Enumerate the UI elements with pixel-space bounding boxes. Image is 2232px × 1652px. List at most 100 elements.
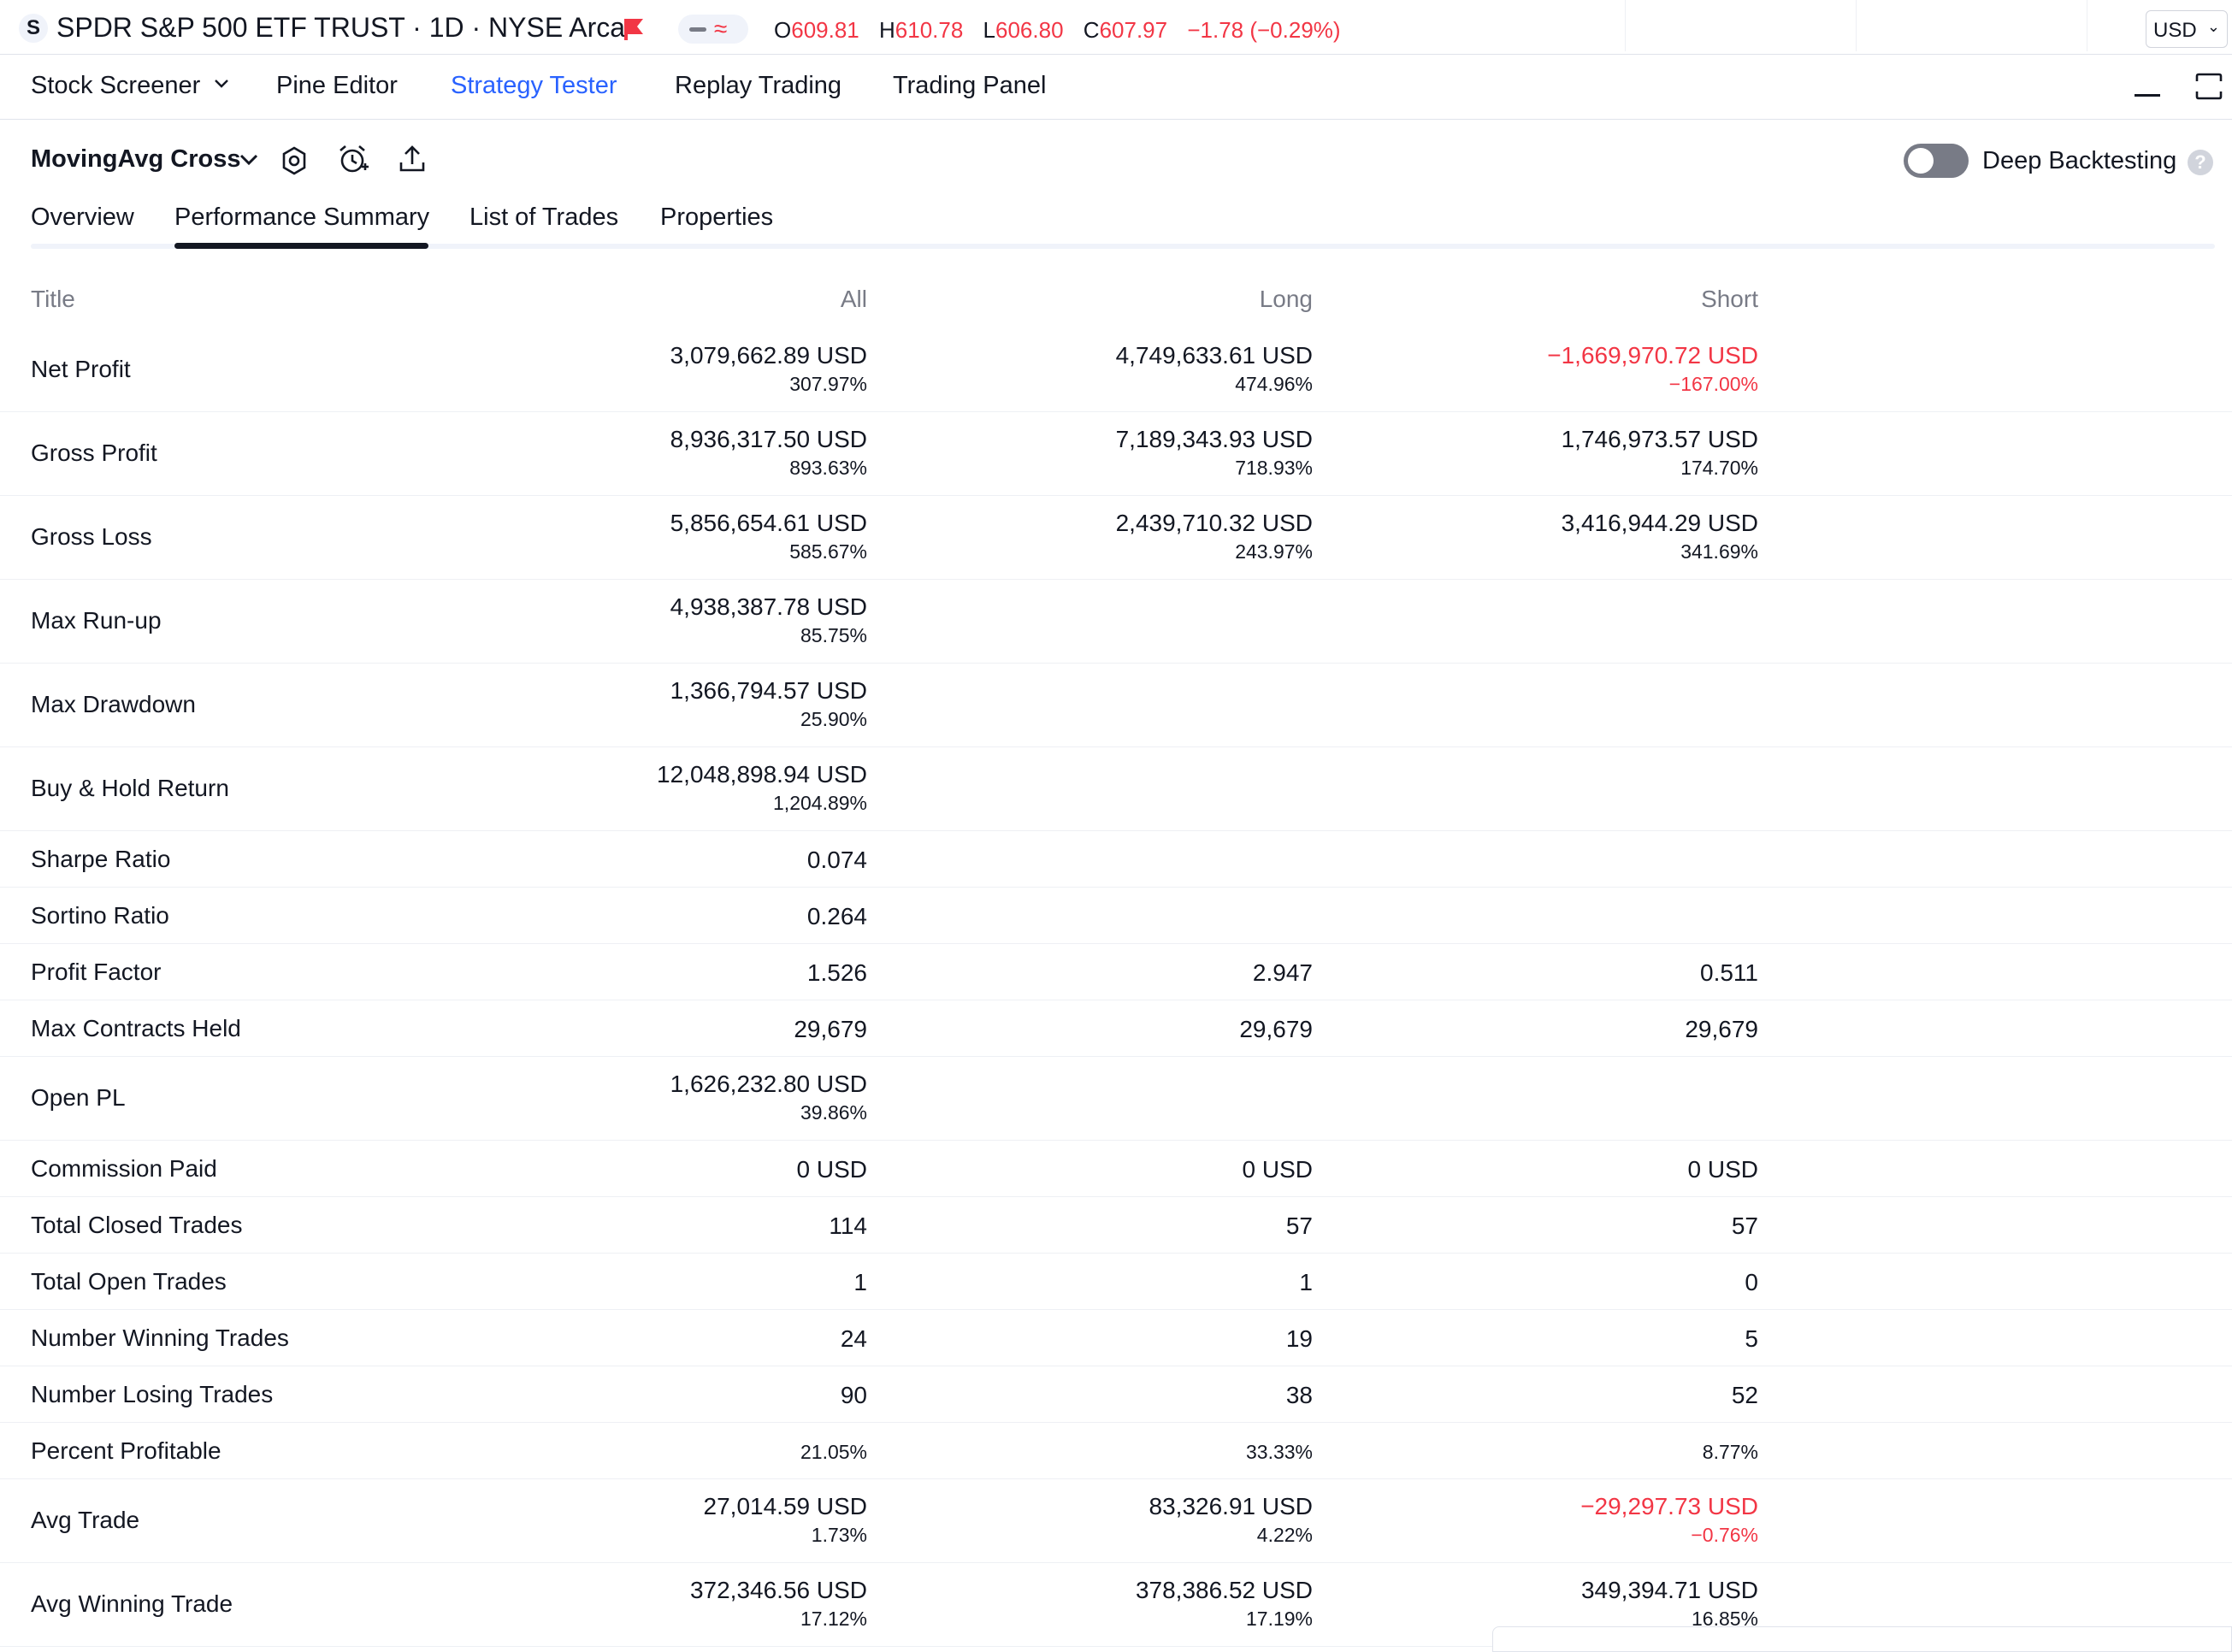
cell-long: 38: [1286, 1381, 1313, 1410]
cell-value: 4,749,633.61 USD: [1115, 342, 1313, 369]
cell-all: 0.264: [807, 902, 867, 931]
row-title: Max Drawdown: [31, 691, 196, 717]
cell-long: 29,679: [1239, 1015, 1313, 1044]
indicator-toggle-pill[interactable]: ≈: [678, 15, 748, 44]
cell-all: 0 USD: [797, 1155, 867, 1184]
tab-strategy-tester[interactable]: Strategy Tester: [451, 72, 617, 99]
alert-add-icon[interactable]: [337, 144, 369, 176]
flag-icon[interactable]: [623, 17, 645, 41]
header-all: All: [840, 286, 867, 312]
high-label: H: [879, 17, 895, 43]
cell-value: 90: [840, 1382, 867, 1408]
row-title: Number Losing Trades: [31, 1381, 274, 1407]
cell-all: 0.074: [807, 846, 867, 875]
row-title: Total Closed Trades: [31, 1212, 243, 1238]
currency-select[interactable]: USD ⌄: [2146, 10, 2228, 48]
cell-percent: 21.05%: [800, 1441, 867, 1463]
cell-percent: 718.93%: [1235, 457, 1313, 479]
cell-all: 12,048,898.94 USD 1,204.89%: [657, 759, 867, 816]
tab-stock-screener[interactable]: Stock Screener: [31, 72, 201, 99]
table-row: Number Losing Trades 90 38 52: [0, 1366, 2232, 1423]
table-row: Total Closed Trades 114 57 57: [0, 1197, 2232, 1254]
table-row: Avg Winning Trade 372,346.56 USD 17.12% 3…: [0, 1563, 2232, 1647]
cell-long: 57: [1286, 1212, 1313, 1241]
cell-value: 2.947: [1252, 959, 1313, 986]
table-row: Gross Profit 8,936,317.50 USD 893.63% 7,1…: [0, 412, 2232, 496]
cell-short: 0.511: [1700, 959, 1758, 988]
table-row: Avg Trade 27,014.59 USD 1.73% 83,326.91 U…: [0, 1479, 2232, 1563]
cell-all: 21.05%: [800, 1437, 867, 1466]
deep-backtesting-toggle[interactable]: [1904, 144, 1969, 178]
cell-value: 1: [1299, 1269, 1313, 1295]
symbol-logo-icon: S: [19, 14, 48, 43]
cell-all: 1,626,232.80 USD 39.86%: [670, 1069, 867, 1125]
subtab-list-of-trades[interactable]: List of Trades: [469, 204, 619, 231]
cell-value: 29,679: [794, 1016, 867, 1042]
export-icon[interactable]: [397, 144, 428, 174]
cell-percent: 17.12%: [800, 1608, 867, 1630]
minimize-icon[interactable]: [2135, 94, 2160, 97]
cell-value: 1,366,794.57 USD: [670, 677, 867, 704]
cell-percent: 16.85%: [1691, 1608, 1758, 1630]
tab-replay-trading[interactable]: Replay Trading: [675, 72, 842, 99]
cell-value: 24: [840, 1325, 867, 1352]
table-row: Commission Paid 0 USD 0 USD 0 USD: [0, 1141, 2232, 1197]
settings-icon[interactable]: [279, 145, 310, 176]
cell-all: 90: [841, 1381, 867, 1410]
row-title: Profit Factor: [31, 959, 162, 985]
cell-value: 0.264: [806, 903, 867, 929]
symbol-bar: S SPDR S&P 500 ETF TRUST · 1D · NYSE Arc…: [0, 0, 2232, 55]
symbol-title[interactable]: SPDR S&P 500 ETF TRUST · 1D · NYSE Arca: [56, 12, 626, 43]
row-title: Number Winning Trades: [31, 1325, 289, 1351]
chevron-down-icon: ⌄: [2206, 18, 2220, 35]
cell-all: 29,679: [794, 1015, 867, 1044]
tab-pine-editor[interactable]: Pine Editor: [276, 72, 398, 99]
cell-percent: 893.63%: [789, 457, 867, 479]
maximize-icon[interactable]: [2194, 72, 2223, 101]
help-icon[interactable]: ?: [2188, 150, 2213, 175]
strategy-name[interactable]: MovingAvg Cross: [31, 145, 241, 173]
cell-percent: 341.69%: [1680, 540, 1758, 563]
open-label: O: [774, 17, 792, 43]
subtab-overview[interactable]: Overview: [31, 204, 134, 231]
row-title: Percent Profitable: [31, 1437, 221, 1464]
cell-percent: 174.70%: [1680, 457, 1758, 479]
row-title: Sortino Ratio: [31, 902, 169, 929]
cell-long: 19: [1286, 1325, 1313, 1354]
row-title: Max Contracts Held: [31, 1015, 241, 1041]
subtab-properties[interactable]: Properties: [660, 204, 774, 231]
cell-value: 0.074: [806, 847, 867, 873]
cell-percent: 85.75%: [800, 624, 867, 646]
low-label: L: [983, 17, 996, 43]
cell-percent: 33.33%: [1245, 1441, 1313, 1463]
subtab-performance-summary[interactable]: Performance Summary: [174, 204, 430, 231]
cell-percent: 25.90%: [800, 708, 867, 730]
tab-trading-panel[interactable]: Trading Panel: [893, 72, 1047, 99]
cell-value: 1,626,232.80 USD: [670, 1071, 867, 1097]
row-title: Max Run-up: [31, 607, 162, 634]
performance-table: Title All Long Short Net Profit 3,079,66…: [0, 274, 2232, 1647]
chevron-down-icon[interactable]: [239, 154, 258, 166]
cell-value: 8,936,317.50 USD: [670, 426, 867, 452]
cell-value: 1: [853, 1269, 867, 1295]
cell-all: 372,346.56 USD 17.12%: [690, 1575, 867, 1631]
change-value: −1.78 (−0.29%): [1187, 17, 1341, 43]
cell-percent: −0.76%: [1691, 1524, 1758, 1546]
cell-percent: −167.00%: [1668, 373, 1758, 395]
table-row: Total Open Trades 1 1 0: [0, 1254, 2232, 1310]
cell-value: 57: [1731, 1212, 1758, 1239]
table-header: Title All Long Short: [0, 274, 2232, 328]
chevron-down-icon[interactable]: [214, 79, 229, 89]
row-title: Total Open Trades: [31, 1268, 227, 1295]
cell-long: 33.33%: [1246, 1437, 1313, 1466]
cell-long: 2.947: [1253, 959, 1313, 988]
table-row: Max Run-up 4,938,387.78 USD 85.75%: [0, 580, 2232, 664]
cell-value: 5,856,654.61 USD: [670, 510, 867, 536]
cell-short: 3,416,944.29 USD 341.69%: [1562, 508, 1758, 564]
active-subtab-indicator: [174, 243, 428, 249]
cell-value: 3,079,662.89 USD: [670, 342, 867, 369]
cell-short: 52: [1732, 1381, 1758, 1410]
cell-value: 5: [1745, 1325, 1758, 1352]
drawing-toolbar[interactable]: [1492, 1626, 2232, 1652]
cell-all: 1.526: [807, 959, 867, 988]
